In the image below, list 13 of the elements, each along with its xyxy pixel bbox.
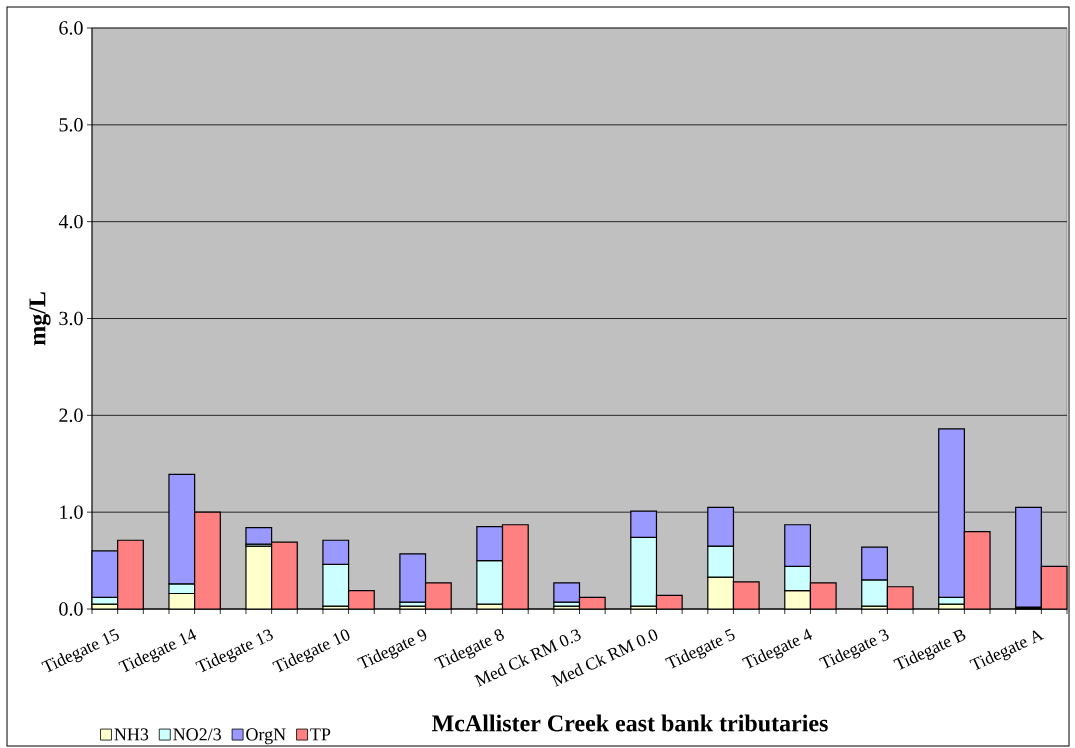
y-tick-label: 1.0 xyxy=(60,505,83,519)
y-tick-label: 3.0 xyxy=(59,311,83,326)
y-tick-label: 2.0 xyxy=(59,408,83,423)
y-tick-label: 0.0 xyxy=(59,602,83,616)
y-tick-label: 4.0 xyxy=(58,214,83,229)
legend-label: NO2/3 xyxy=(173,728,221,741)
y-tick-label: 6.0 xyxy=(59,21,83,35)
y-axis-title: mg/L xyxy=(29,292,51,346)
legend-label: NH3 xyxy=(114,728,149,741)
x-axis-title: McAllister Creek east bank tributaries xyxy=(432,714,828,732)
y-tick-label: 5.0 xyxy=(59,118,83,132)
legend-label: TP xyxy=(310,728,331,741)
legend-label: OrgN xyxy=(246,728,286,745)
